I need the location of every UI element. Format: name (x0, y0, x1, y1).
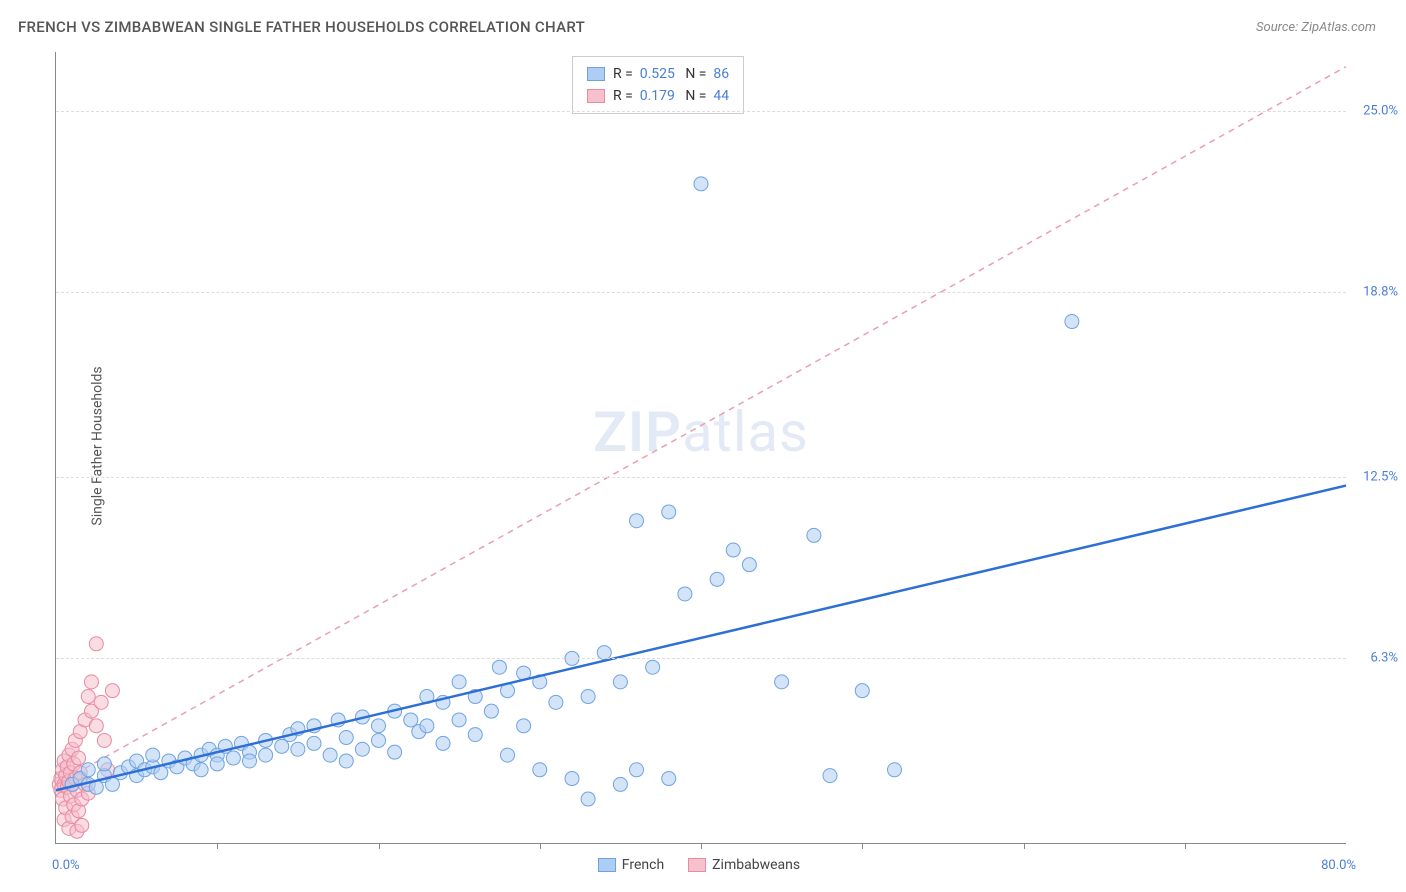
x-tick (1024, 843, 1025, 849)
swatch-french (587, 67, 605, 81)
data-point (565, 772, 579, 786)
swatch-zimbabwean (587, 89, 605, 103)
data-point (307, 736, 321, 750)
data-point (775, 675, 789, 689)
data-point (259, 748, 273, 762)
gridline (56, 477, 1346, 478)
data-point (1065, 315, 1079, 329)
x-tick (540, 843, 541, 849)
source-attribution: Source: ZipAtlas.com (1256, 20, 1376, 35)
data-point (742, 558, 756, 572)
y-tick-label: 6.3% (1370, 651, 1398, 666)
data-point (613, 777, 627, 791)
swatch-zimbabwean-icon (688, 858, 706, 872)
data-point (710, 572, 724, 586)
data-point (105, 777, 119, 791)
x-tick (217, 843, 218, 849)
data-point (84, 675, 98, 689)
data-point (694, 177, 708, 191)
data-point (888, 763, 902, 777)
data-point (210, 757, 224, 771)
data-point (501, 748, 515, 762)
stats-row-zimbabwean: R = 0.179 N = 44 (587, 85, 729, 107)
data-point (452, 675, 466, 689)
data-point (372, 733, 386, 747)
scatter-plot-svg (56, 52, 1346, 843)
data-point (355, 742, 369, 756)
data-point (81, 763, 95, 777)
data-point (194, 763, 208, 777)
data-point (75, 818, 89, 832)
data-point (404, 713, 418, 727)
data-point (517, 719, 531, 733)
chart-plot-area: ZIPatlas R = 0.525 N = 86 R = 0.179 N = … (55, 52, 1346, 844)
data-point (468, 728, 482, 742)
swatch-french-icon (598, 858, 616, 872)
data-point (339, 731, 353, 745)
gridline (56, 111, 1346, 112)
legend-label-french: French (622, 857, 664, 873)
x-tick (1185, 843, 1186, 849)
data-point (726, 543, 740, 557)
data-point (613, 675, 627, 689)
data-point (630, 763, 644, 777)
series-legend: French Zimbabweans (598, 857, 800, 873)
gridline (56, 658, 1346, 659)
data-point (646, 660, 660, 674)
data-point (97, 757, 111, 771)
data-point (275, 739, 289, 753)
data-point (226, 751, 240, 765)
data-point (339, 754, 353, 768)
y-tick-label: 25.0% (1363, 103, 1398, 118)
stats-row-french: R = 0.525 N = 86 (587, 63, 729, 85)
x-tick (701, 843, 702, 849)
stats-legend-box: R = 0.525 N = 86 R = 0.179 N = 44 (572, 56, 744, 114)
data-point (105, 684, 119, 698)
data-point (89, 637, 103, 651)
data-point (97, 733, 111, 747)
data-point (243, 754, 257, 768)
data-point (89, 719, 103, 733)
trendline (56, 67, 1346, 785)
x-axis-min-label: 0.0% (52, 858, 80, 873)
data-point (291, 742, 305, 756)
x-tick (379, 843, 380, 849)
data-point (662, 772, 676, 786)
legend-label-zimbabwean: Zimbabweans (712, 857, 800, 873)
data-point (484, 704, 498, 718)
gridline (56, 292, 1346, 293)
trendline (56, 486, 1346, 791)
data-point (94, 695, 108, 709)
legend-item-french: French (598, 857, 664, 873)
data-point (388, 745, 402, 759)
data-point (436, 736, 450, 750)
data-point (452, 713, 466, 727)
y-tick-label: 12.5% (1363, 469, 1398, 484)
data-point (823, 769, 837, 783)
data-point (533, 763, 547, 777)
data-point (549, 695, 563, 709)
data-point (662, 505, 676, 519)
y-tick-label: 18.8% (1363, 285, 1398, 300)
data-point (323, 748, 337, 762)
legend-item-zimbabwean: Zimbabweans (688, 857, 800, 873)
chart-title: FRENCH VS ZIMBABWEAN SINGLE FATHER HOUSE… (18, 18, 585, 36)
data-point (807, 528, 821, 542)
data-point (581, 792, 595, 806)
data-point (72, 751, 86, 765)
data-point (855, 684, 869, 698)
data-point (81, 690, 95, 704)
data-point (420, 719, 434, 733)
x-axis-max-label: 80.0% (1321, 858, 1356, 873)
x-tick (862, 843, 863, 849)
data-point (146, 748, 160, 762)
data-point (678, 587, 692, 601)
data-point (372, 719, 386, 733)
data-point (581, 690, 595, 704)
data-point (630, 514, 644, 528)
data-point (492, 660, 506, 674)
